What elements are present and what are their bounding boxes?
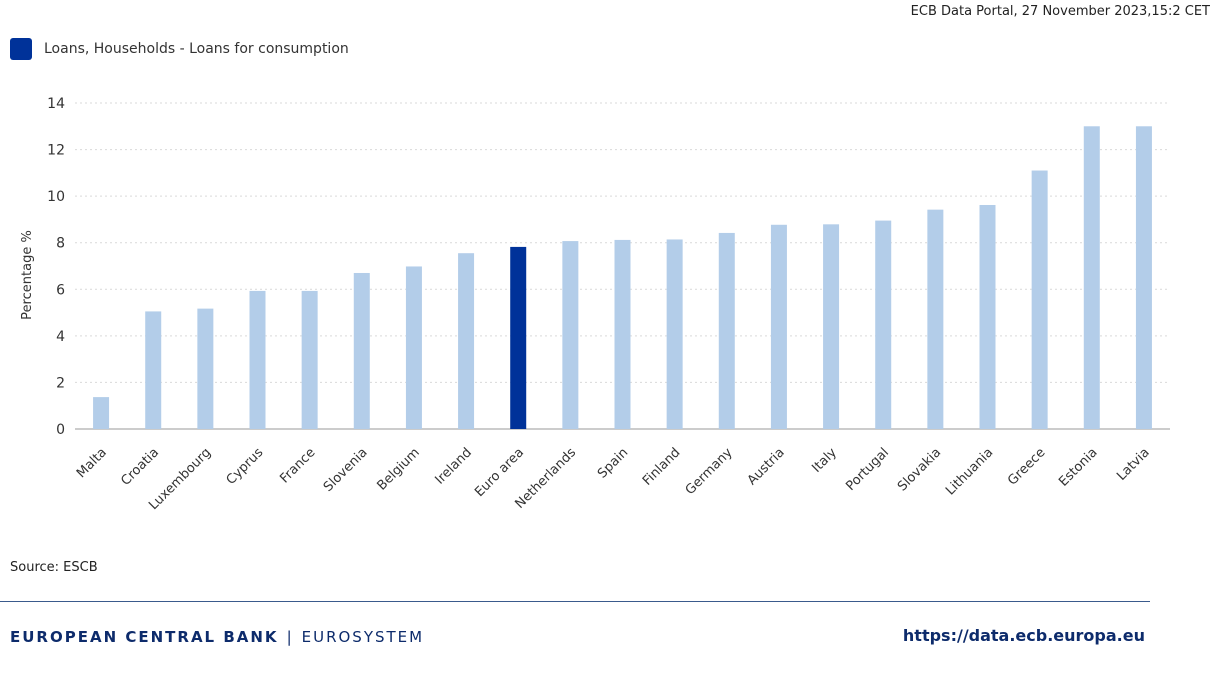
bar-portugal[interactable] [875, 220, 892, 429]
bars [93, 126, 1152, 430]
brand-separator: | [286, 628, 294, 646]
bar-greece[interactable] [1031, 170, 1048, 429]
bar-belgium[interactable] [405, 266, 422, 429]
bar-austria[interactable] [770, 224, 787, 429]
footer-divider [0, 601, 1150, 602]
x-tick-label: Portugal [843, 445, 892, 494]
y-axis: 0 2 4 6 8 10 12 14 [47, 96, 1170, 438]
x-tick-label: Estonia [1056, 445, 1100, 489]
bar-ireland[interactable] [458, 253, 475, 429]
y-tick-label: 10 [47, 189, 65, 205]
x-tick-label: Malta [74, 445, 110, 481]
x-tick-label: Austria [745, 445, 788, 488]
bar-germany[interactable] [718, 232, 735, 429]
x-tick-label: Finland [640, 445, 683, 488]
y-tick-label: 0 [56, 422, 65, 438]
y-tick-label: 14 [47, 96, 65, 112]
portal-link[interactable]: https://data.ecb.europa.eu [902, 626, 1145, 645]
bar-croatia[interactable] [145, 311, 162, 429]
x-tick-label: Belgium [374, 445, 422, 493]
y-tick-label: 4 [56, 329, 65, 345]
bar-lithuania[interactable] [979, 204, 996, 429]
bar-malta[interactable] [93, 397, 110, 429]
x-tick-label: Spain [595, 445, 631, 481]
x-tick-label: Ireland [432, 445, 474, 487]
brand-name: EUROPEAN CENTRAL BANK [10, 628, 279, 646]
bar-estonia[interactable] [1083, 126, 1100, 430]
bar-latvia[interactable] [1135, 126, 1152, 430]
x-tick-label: Slovenia [321, 445, 371, 495]
bar-spain[interactable] [614, 239, 631, 429]
bar-cyprus[interactable] [249, 290, 266, 429]
legend-label: Loans, Households - Loans for consumptio… [44, 41, 349, 57]
ecb-logo-text: EUROPEAN CENTRAL BANK | EUROSYSTEM [10, 628, 424, 646]
bar-italy[interactable] [823, 224, 840, 429]
x-tick-label: Croatia [118, 445, 162, 489]
y-tick-label: 12 [47, 143, 65, 159]
y-tick-label: 2 [56, 375, 65, 391]
y-axis-label: Percentage % [20, 230, 35, 320]
source-note: Source: ESCB [10, 560, 98, 575]
chart-legend[interactable]: Loans, Households - Loans for consumptio… [10, 38, 349, 60]
y-tick-label: 8 [56, 236, 65, 252]
bar-finland[interactable] [666, 239, 683, 429]
bar-euro-area[interactable] [510, 246, 527, 429]
bar-slovenia[interactable] [353, 272, 370, 429]
export-timestamp: ECB Data Portal, 27 November 2023,15:2 C… [910, 4, 1210, 19]
bar-france[interactable] [301, 290, 318, 429]
x-tick-label: Lithuania [943, 445, 996, 498]
x-tick-label: Germany [683, 445, 736, 498]
x-tick-label: France [277, 445, 318, 486]
bar-slovakia[interactable] [927, 209, 944, 429]
brand-eurosystem: EUROSYSTEM [301, 628, 425, 646]
x-tick-label: Latvia [1114, 445, 1153, 484]
x-tick-label: Greece [1005, 445, 1048, 488]
bar-netherlands[interactable] [562, 241, 579, 429]
bar-luxembourg[interactable] [197, 308, 214, 429]
y-tick-label: 6 [56, 282, 65, 298]
x-tick-label: Slovakia [895, 445, 944, 494]
legend-swatch [10, 38, 32, 60]
x-tick-label: Italy [809, 445, 840, 476]
x-tick-label: Cyprus [224, 445, 267, 488]
x-tick-label: Euro area [472, 445, 527, 500]
